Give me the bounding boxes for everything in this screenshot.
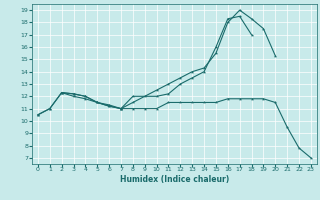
X-axis label: Humidex (Indice chaleur): Humidex (Indice chaleur): [120, 175, 229, 184]
